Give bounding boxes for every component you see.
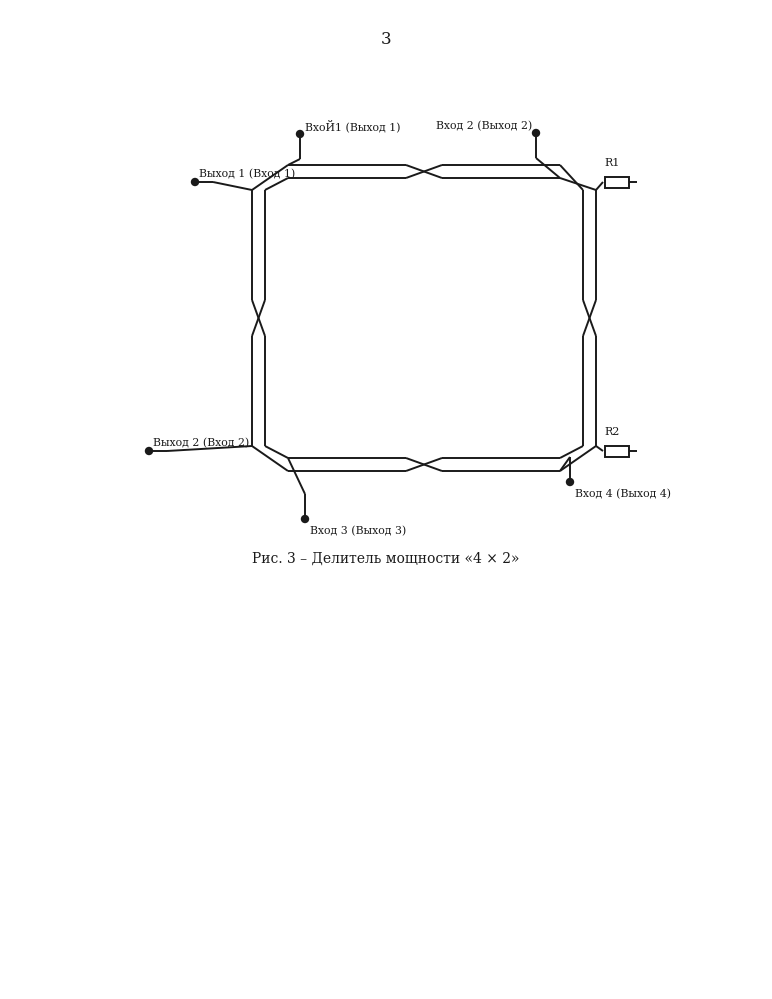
Text: Вход 4 (Выход 4): Вход 4 (Выход 4)	[575, 489, 671, 499]
Text: Вход 3 (Выход 3): Вход 3 (Выход 3)	[310, 525, 406, 536]
Text: Рис. 3 – Делитель мощности «4 × 2»: Рис. 3 – Делитель мощности «4 × 2»	[252, 552, 520, 566]
Text: ВхоЙ1 (Выход 1): ВхоЙ1 (Выход 1)	[305, 119, 401, 132]
Circle shape	[302, 515, 309, 522]
Text: Выход 1 (Вход 1): Выход 1 (Вход 1)	[199, 169, 295, 179]
Text: R1: R1	[604, 158, 620, 168]
Bar	[605, 177, 629, 188]
Circle shape	[533, 130, 540, 137]
Text: R2: R2	[604, 427, 620, 437]
Circle shape	[567, 479, 574, 486]
Bar	[605, 446, 629, 457]
Text: Вход 2 (Выход 2): Вход 2 (Выход 2)	[436, 121, 532, 131]
Text: Выход 2 (Вход 2): Выход 2 (Вход 2)	[153, 438, 249, 448]
Circle shape	[191, 179, 198, 186]
Text: 3: 3	[381, 31, 391, 48]
Circle shape	[296, 131, 303, 138]
Circle shape	[145, 448, 153, 455]
